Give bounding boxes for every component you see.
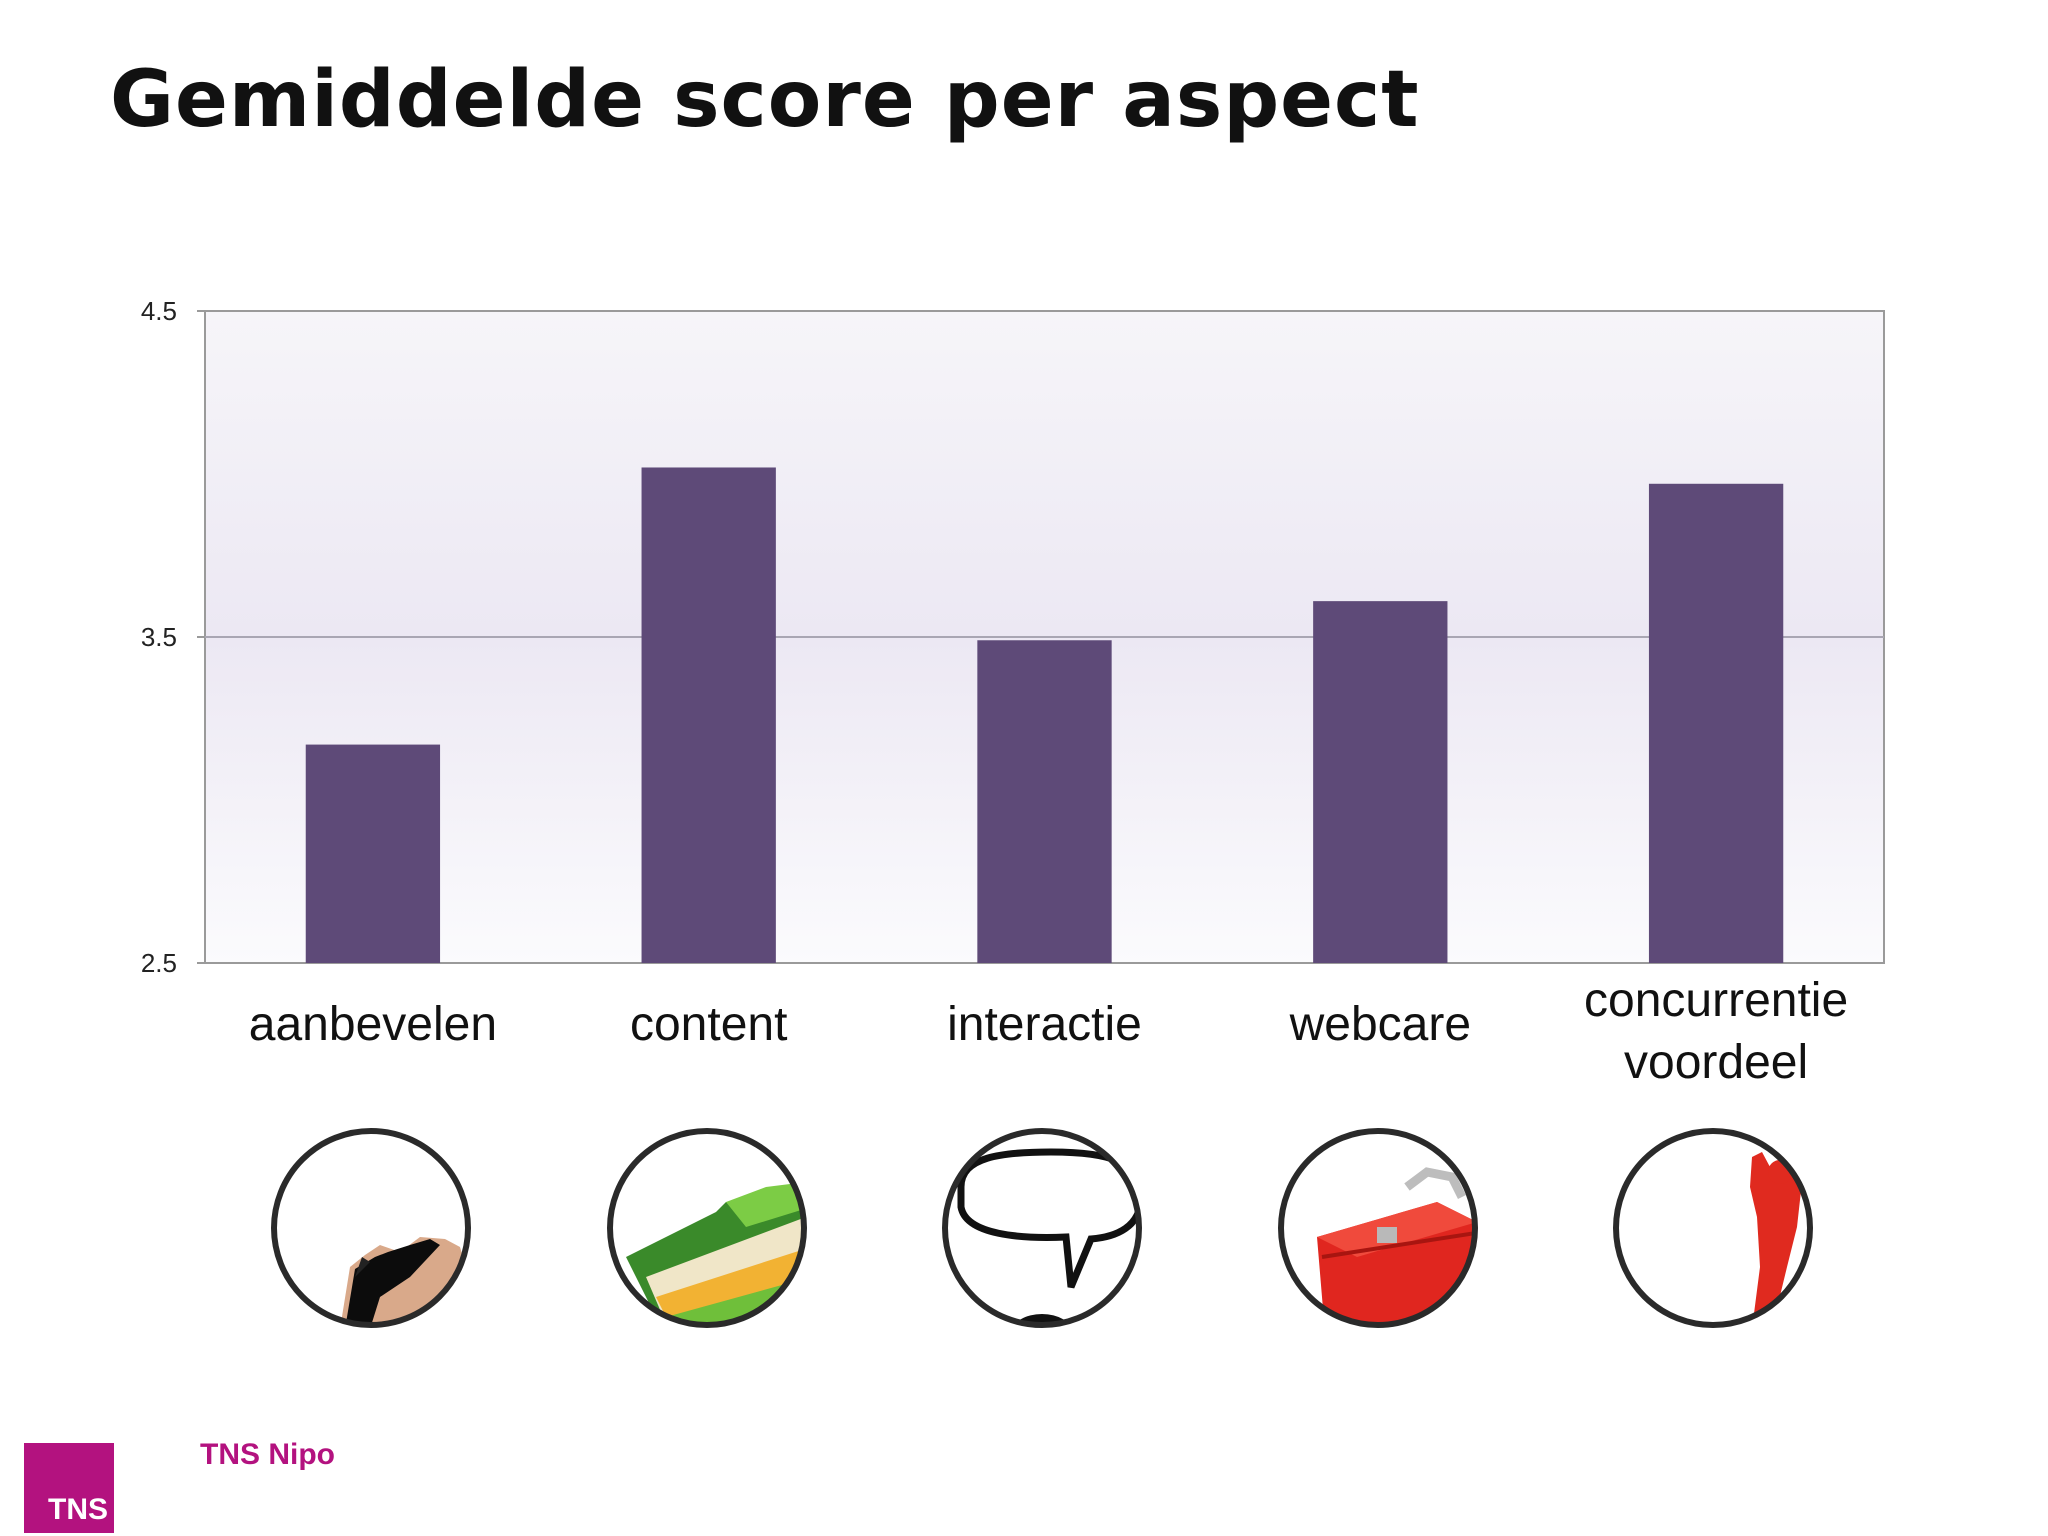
y-axis: 2.5 3.5 4.5 bbox=[141, 296, 205, 978]
x-category-label: voordeel bbox=[1624, 1036, 1808, 1089]
tns-logo: TNS bbox=[24, 1443, 114, 1533]
brand-name: TNS Nipo bbox=[200, 1438, 335, 1471]
y-tick-label: 3.5 bbox=[141, 622, 177, 652]
page-title: Gemiddelde score per aspect bbox=[110, 55, 1420, 145]
logo-text: TNS bbox=[48, 1493, 108, 1526]
bar-content bbox=[641, 467, 776, 963]
bar-webcare bbox=[1313, 601, 1448, 963]
bar-aanbevelen bbox=[305, 744, 441, 963]
x-category-label: aanbevelen bbox=[249, 998, 497, 1051]
bar-interactie bbox=[977, 640, 1112, 963]
torn-paper-icon bbox=[270, 1127, 472, 1329]
y-tick-label: 2.5 bbox=[141, 948, 177, 978]
x-category-label: interactie bbox=[947, 998, 1142, 1051]
bar-chart: 2.5 3.5 4.5 aanbevelen content interactie web… bbox=[141, 296, 1885, 1089]
x-category-label: concurrentie bbox=[1584, 974, 1848, 1027]
bars bbox=[305, 467, 1784, 963]
toolbox-icon bbox=[1277, 1127, 1479, 1329]
y-tick-label: 4.5 bbox=[141, 296, 177, 326]
bar-concurrentie-voordeel bbox=[1648, 483, 1784, 963]
speech-bubble-icon bbox=[941, 1127, 1143, 1329]
x-category-label: webcare bbox=[1289, 998, 1471, 1051]
x-category-label: content bbox=[630, 998, 787, 1051]
x-axis: aanbevelen content interactie webcare concur… bbox=[249, 974, 1848, 1089]
folder-icon bbox=[606, 1127, 808, 1329]
red-figure-icon bbox=[1612, 1127, 1814, 1329]
